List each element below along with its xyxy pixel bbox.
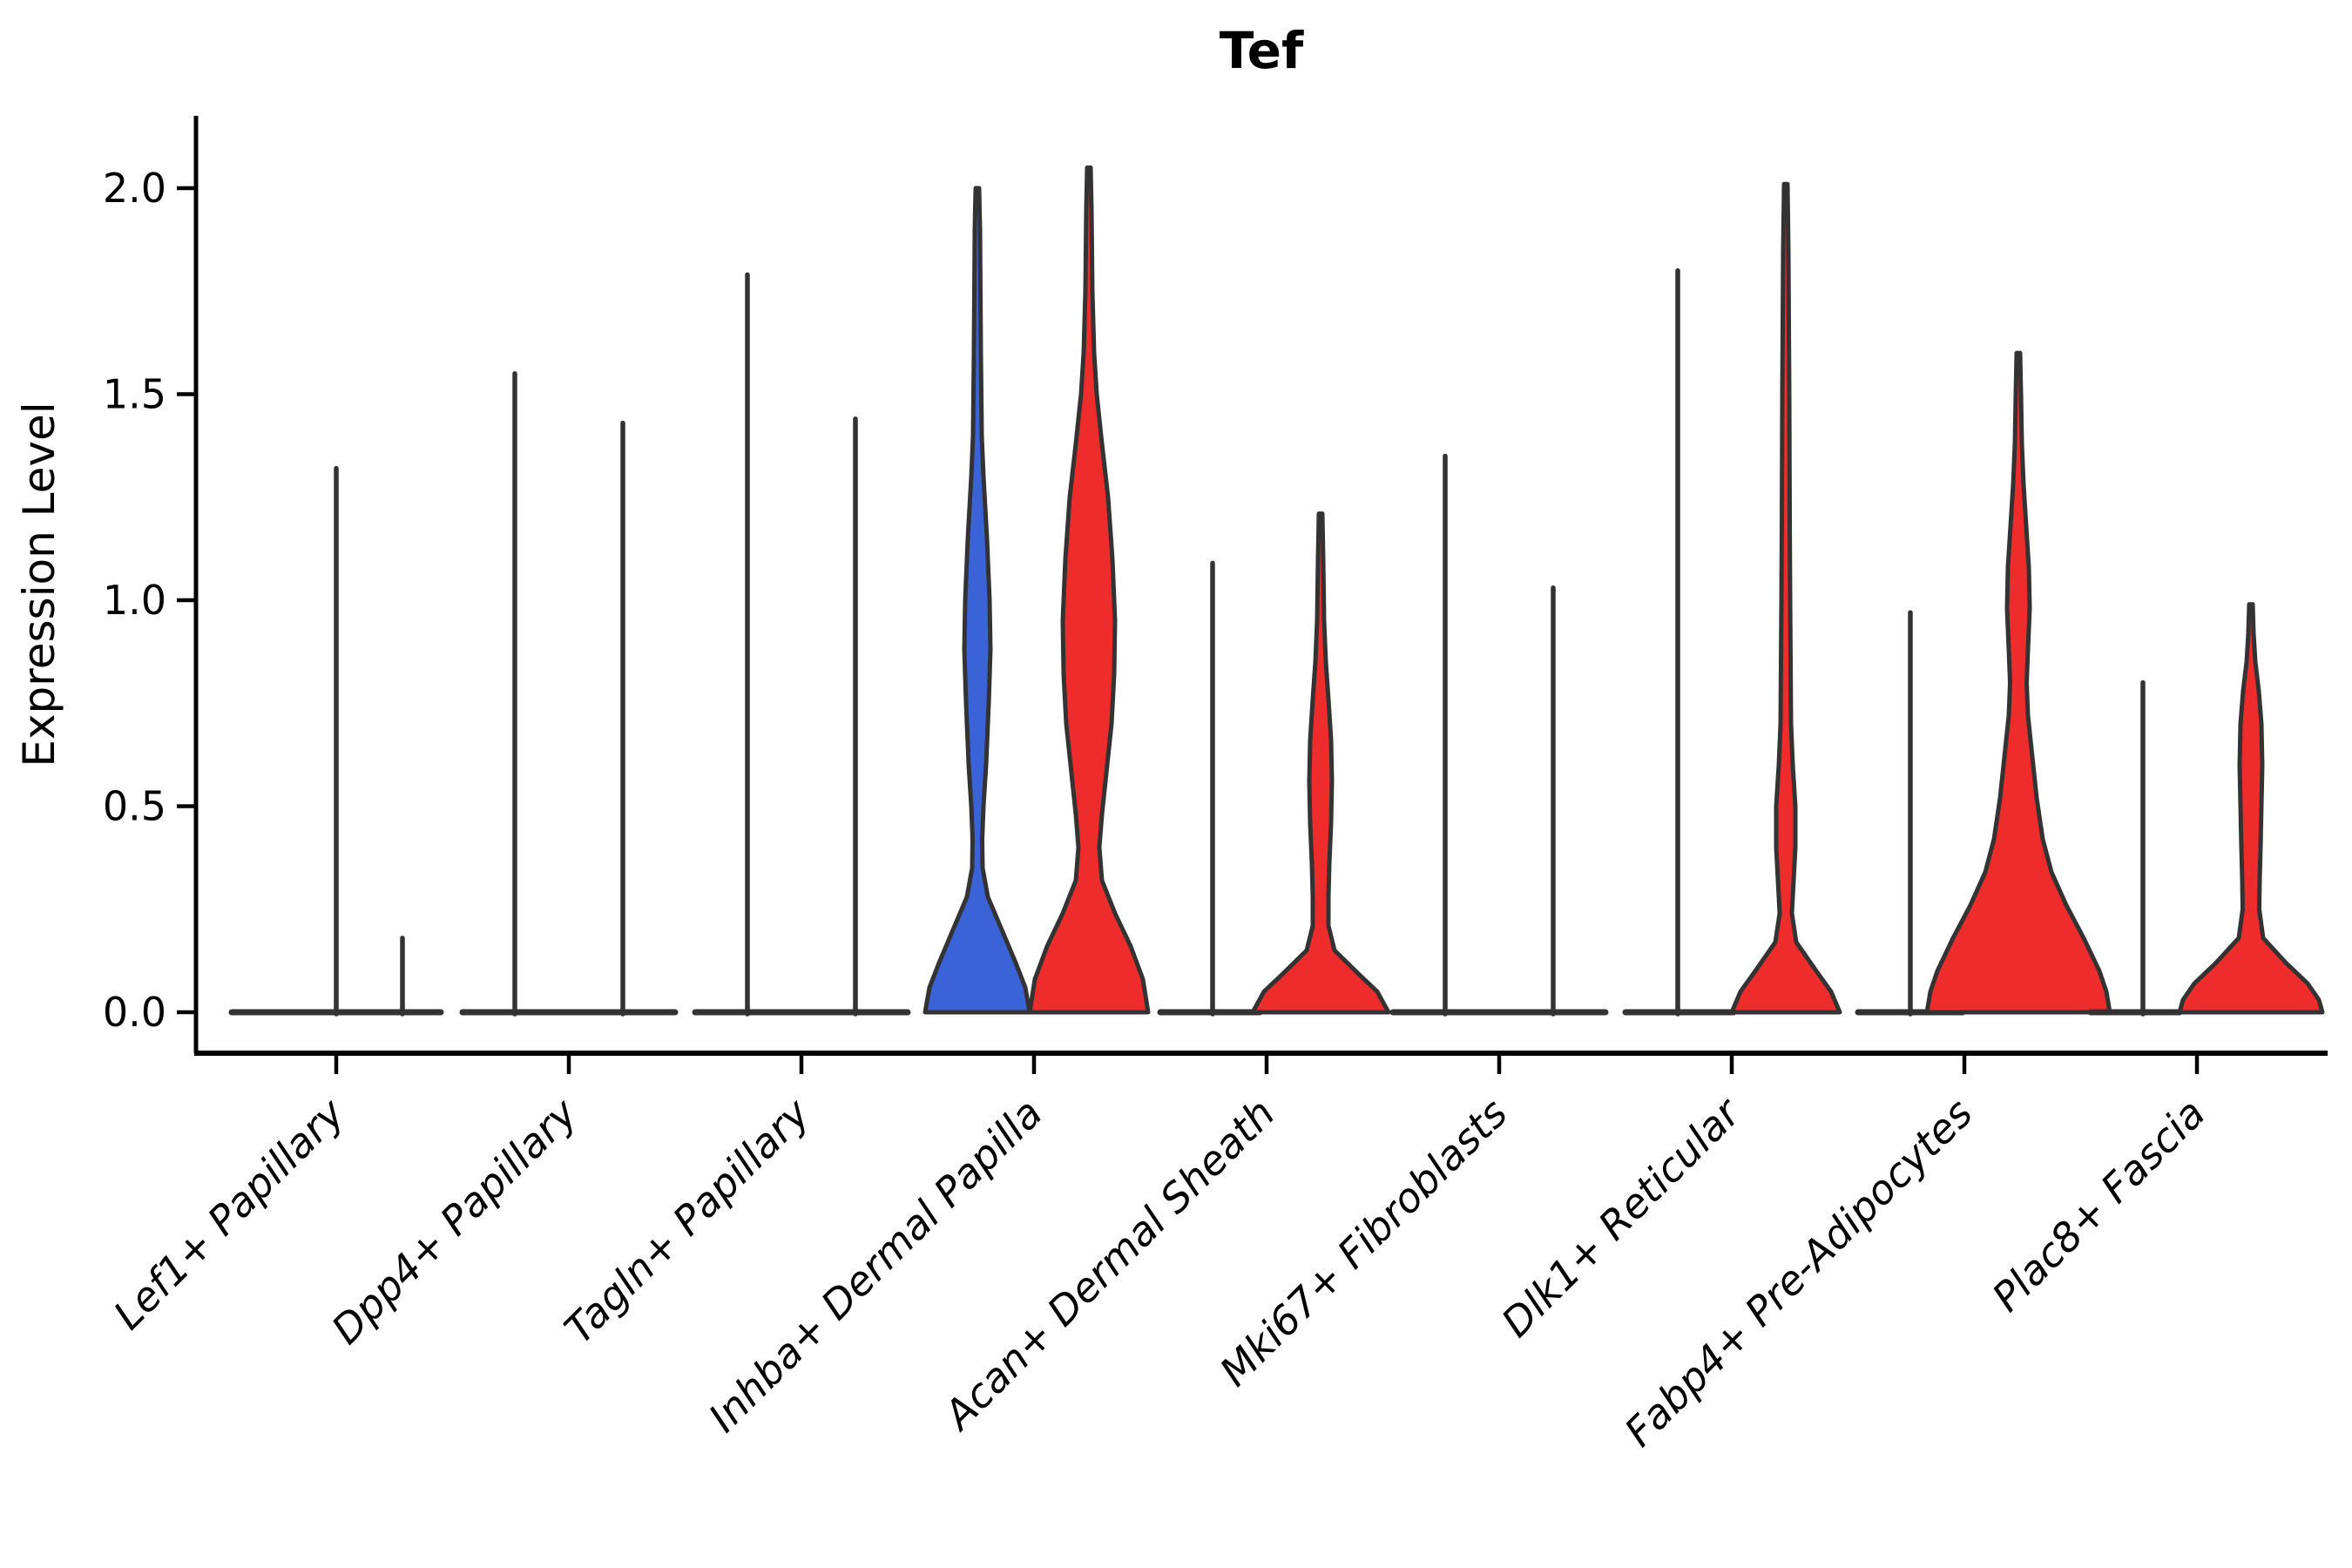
y-tick-label: 2.0 [103, 165, 166, 212]
y-tick-label: 0.5 [103, 783, 166, 830]
red-violin [1250, 511, 1391, 1015]
x-tick-label: Dlk1+ Reticular [1492, 1087, 1751, 1346]
y-tick-label: 1.0 [103, 577, 166, 624]
red-violin [1924, 350, 2112, 1015]
y-axis-label: Expression Level [14, 402, 64, 767]
red-violin [1027, 165, 1151, 1015]
blue-violin [923, 186, 1032, 1015]
x-tick-label: Dpp4+ Papillary [322, 1089, 586, 1353]
y-tick-label: 0.0 [103, 989, 166, 1036]
red-violin [1729, 181, 1842, 1015]
axes-layer [177, 116, 2328, 1074]
chart-title: Tef [1220, 21, 1304, 80]
x-tick-label: Lef1+ Papillary [105, 1089, 354, 1338]
x-tick-label: Tagln+ Papillary [555, 1089, 819, 1353]
red-violin [2177, 602, 2325, 1015]
x-tick-label: Plac8+ Fascia [1983, 1090, 2213, 1321]
violin-layer [228, 165, 2325, 1017]
y-tick-label: 1.5 [103, 371, 166, 418]
